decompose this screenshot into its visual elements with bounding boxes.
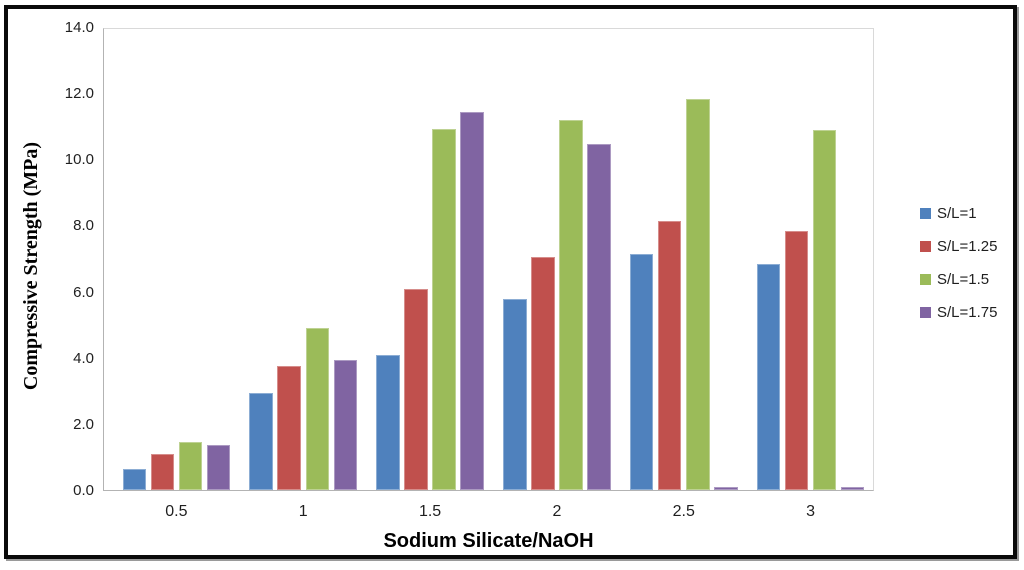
bar-s-l-1-x1.5 <box>376 354 400 490</box>
x-tick-label: 2 <box>552 503 562 520</box>
bar-series-container <box>113 28 874 490</box>
legend-label: S/L=1 <box>937 204 977 222</box>
legend-item: S/L=1 <box>920 203 997 223</box>
bar-s-l-1.5-x3 <box>812 130 837 490</box>
legend-item: S/L=1.5 <box>920 269 997 289</box>
y-tick-label: 4.0 <box>73 349 94 367</box>
legend-swatch-icon <box>920 273 931 285</box>
y-tick-label: 2.0 <box>73 415 94 433</box>
legend-swatch-icon <box>920 240 931 252</box>
y-tick-label: 14.0 <box>64 19 94 36</box>
bar-s-l-1-x0.5 <box>122 468 147 490</box>
x-tick-label: 0.5 <box>165 503 188 520</box>
outer-frame-border <box>4 5 1017 559</box>
bar-s-l-1-x1 <box>249 392 273 490</box>
legend-item: S/L=1.75 <box>920 302 997 322</box>
y-tick-label: 12.0 <box>64 85 94 103</box>
bar-s-l-1-x3 <box>756 263 781 490</box>
bar-s-l-1.75-x3 <box>840 486 865 490</box>
chart-legend: S/L=1 S/L=1.25 S/L=1.5 S/L=1.75 <box>920 203 997 335</box>
bar-s-l-1.75-x2 <box>587 143 611 490</box>
y-tick-label: 0.0 <box>73 482 94 499</box>
bar-s-l-1.25-x2.5 <box>657 221 682 490</box>
legend-item: S/L=1.25 <box>920 236 997 256</box>
legend-label: S/L=1.75 <box>937 303 998 321</box>
legend-swatch-icon <box>920 207 931 219</box>
y-tick-label: 6.0 <box>73 283 94 301</box>
bar-s-l-1.5-x2.5 <box>686 98 710 490</box>
bar-s-l-1.75-x2.5 <box>714 486 738 490</box>
plot-area <box>103 28 874 491</box>
legend-swatch-icon <box>920 306 931 318</box>
legend-label: S/L=1.25 <box>937 237 998 255</box>
bar-s-l-1.25-x2 <box>531 257 555 490</box>
x-tick-label: 1.5 <box>418 503 442 520</box>
bar-s-l-1.25-x0.5 <box>150 453 175 490</box>
bar-s-l-1.5-x0.5 <box>178 442 203 490</box>
bar-s-l-1-x2 <box>503 298 527 490</box>
bar-s-l-1.25-x1 <box>277 366 301 490</box>
x-tick-label: 2.5 <box>672 503 695 520</box>
bar-s-l-1.5-x2 <box>559 120 583 490</box>
x-tick-label: 3 <box>806 503 816 520</box>
bar-s-l-1.5-x1 <box>305 328 330 490</box>
x-axis-title: Sodium Silicate/NaOH <box>383 530 594 552</box>
bar-s-l-1.25-x1.5 <box>404 288 428 490</box>
y-tick-label: 8.0 <box>73 217 94 235</box>
bar-s-l-1.75-x1 <box>333 359 358 490</box>
bar-s-l-1-x2.5 <box>629 254 654 490</box>
legend-label: S/L=1.5 <box>937 270 990 288</box>
bar-s-l-1.25-x3 <box>784 230 809 490</box>
bar-s-l-1.75-x0.5 <box>206 445 231 490</box>
bar-s-l-1.75-x1.5 <box>460 112 484 490</box>
x-tick-label: 1 <box>298 503 308 520</box>
bar-s-l-1.5-x1.5 <box>432 128 456 490</box>
y-tick-label: 10.0 <box>64 151 94 169</box>
